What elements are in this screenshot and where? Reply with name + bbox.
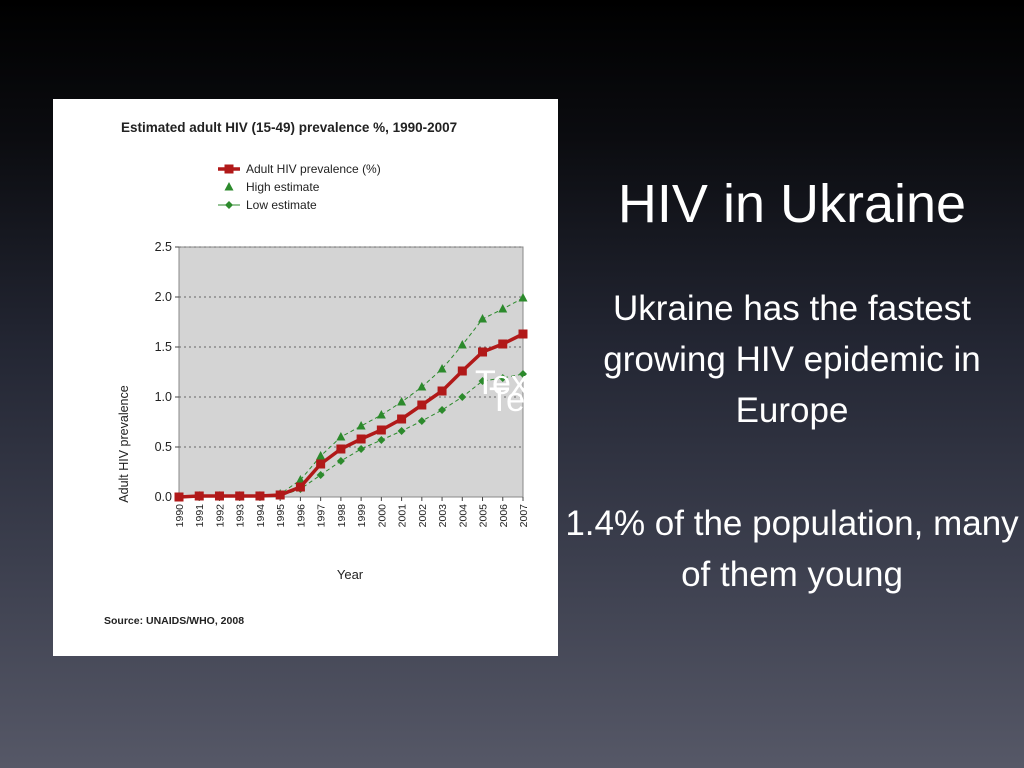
data-point-square — [214, 491, 224, 501]
legend-label: High estimate — [246, 180, 320, 194]
data-point-diamond — [438, 406, 447, 414]
x-tick-label: 2003 — [437, 504, 449, 528]
legend-marker — [224, 164, 234, 174]
x-tick-label: 2000 — [376, 504, 388, 528]
data-point-triangle — [437, 364, 447, 373]
data-point-diamond — [478, 377, 487, 385]
data-point-square — [275, 490, 285, 500]
x-tick-label: 1995 — [275, 504, 287, 528]
data-point-diamond — [458, 393, 467, 401]
legend-marker — [224, 182, 234, 191]
legend-label: Low estimate — [246, 198, 317, 212]
data-point-triangle — [498, 304, 508, 313]
data-point-square — [437, 386, 447, 396]
x-tick-label: 2007 — [518, 504, 530, 528]
x-tick-label: 2002 — [417, 504, 429, 528]
x-axis-label: Year — [337, 567, 364, 582]
data-point-square — [336, 444, 346, 454]
chart-plot-area: 0.0 0.5 1.0 1.5 2.0 2.5 1990 1991 1992 1993 1994 19… — [155, 240, 530, 527]
x-tick-label: 1991 — [194, 504, 206, 528]
text-placeholder: Text — [489, 381, 552, 419]
data-point-square — [316, 459, 326, 469]
data-point-diamond — [316, 471, 325, 479]
x-tick-label: 2001 — [397, 504, 409, 528]
data-point-square — [174, 492, 184, 502]
x-tick-label: 2004 — [457, 504, 469, 528]
data-point-square — [417, 400, 427, 410]
y-tick-label: 2.5 — [155, 240, 172, 254]
data-point-diamond — [397, 427, 406, 435]
slide-title: HIV in Ukraine — [617, 174, 967, 234]
data-point-triangle — [518, 293, 528, 302]
data-point-square — [356, 434, 366, 444]
hiv-prevalence-chart: Estimated adult HIV (15-49) prevalence %… — [104, 120, 530, 627]
data-point-square — [457, 366, 467, 376]
data-point-diamond — [498, 374, 507, 382]
y-tick-label: 2.0 — [155, 290, 172, 304]
legend-label: Adult HIV prevalence (%) — [246, 162, 381, 176]
x-tick-label: 2005 — [478, 504, 490, 528]
y-tick-label: 1.5 — [155, 340, 172, 354]
y-tick-label: 0.0 — [155, 490, 172, 504]
data-point-triangle — [336, 432, 346, 441]
x-tick-label: 2006 — [498, 504, 510, 528]
y-tick-label: 0.5 — [155, 440, 172, 454]
data-point-square — [397, 414, 407, 424]
legend-marker — [225, 201, 233, 209]
x-tick-label: 1994 — [255, 504, 267, 528]
chart-source: Source: UNAIDS/WHO, 2008 — [104, 615, 244, 627]
x-tick-label: 1992 — [214, 504, 226, 528]
x-tick-label: 1998 — [336, 504, 348, 528]
x-tick-label: 1997 — [316, 504, 328, 528]
data-point-square — [478, 347, 488, 357]
chart-title: Estimated adult HIV (15-49) prevalence %… — [121, 120, 457, 135]
data-point-triangle — [457, 340, 467, 349]
data-point-square — [295, 482, 305, 492]
plot-background — [178, 246, 524, 498]
data-point-diamond — [377, 436, 386, 444]
data-point-diamond — [336, 457, 345, 465]
data-point-triangle — [417, 382, 427, 391]
data-point-square — [194, 491, 204, 501]
chart-legend: Adult HIV prevalence (%) High estimate Low… — [218, 162, 381, 212]
x-tick-label: 1993 — [235, 504, 247, 528]
y-tick-label: 1.0 — [155, 390, 172, 404]
data-point-triangle — [295, 475, 305, 484]
data-point-triangle — [376, 410, 386, 419]
chart-image: Estimated adult HIV (15-49) prevalence %… — [53, 99, 558, 656]
data-point-triangle — [356, 421, 366, 430]
data-point-diamond — [519, 370, 527, 378]
data-point-square — [255, 491, 265, 501]
bullet-text: 1.4% of the population, many of them you… — [565, 504, 1019, 594]
data-point-square — [518, 329, 528, 339]
x-tick-label: 1990 — [174, 504, 186, 528]
x-tick-label: 1999 — [356, 504, 368, 528]
data-point-square — [498, 339, 508, 349]
text-placeholder: Text — [475, 364, 538, 402]
y-axis-label: Adult HIV prevalence — [117, 385, 131, 502]
bullet-text: Ukraine has the fastest growing HIV epid… — [603, 289, 981, 430]
data-point-triangle — [478, 314, 488, 323]
data-point-triangle — [397, 397, 407, 406]
data-point-square — [235, 491, 245, 501]
x-tick-label: 1996 — [295, 504, 307, 528]
data-point-diamond — [417, 417, 426, 425]
data-point-triangle — [316, 451, 326, 460]
data-point-diamond — [357, 445, 366, 453]
data-point-square — [376, 425, 386, 435]
